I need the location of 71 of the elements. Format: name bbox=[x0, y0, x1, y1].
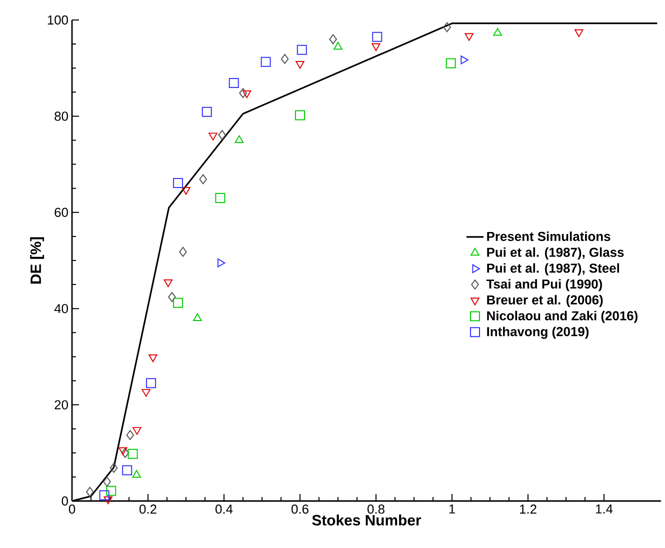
point bbox=[118, 447, 128, 456]
point bbox=[104, 496, 112, 504]
point bbox=[228, 78, 239, 88]
point bbox=[164, 279, 173, 288]
point bbox=[126, 430, 134, 440]
point bbox=[86, 486, 94, 497]
y-tick-label: 0 bbox=[62, 496, 68, 506]
point bbox=[493, 28, 502, 36]
point bbox=[173, 178, 184, 188]
y-tick-label: 60 bbox=[54, 208, 68, 217]
point bbox=[128, 448, 138, 459]
point bbox=[202, 106, 212, 117]
point bbox=[182, 187, 190, 195]
x-tick-label: 0 bbox=[68, 504, 76, 514]
point bbox=[218, 130, 226, 140]
point bbox=[296, 44, 307, 55]
legend-label: Pui et al. (1987), Glass bbox=[487, 247, 624, 260]
point bbox=[296, 61, 304, 69]
point bbox=[146, 378, 156, 388]
point bbox=[106, 486, 116, 496]
point bbox=[193, 313, 202, 321]
x-tick-label: 1.2 bbox=[520, 504, 536, 514]
point bbox=[217, 258, 226, 268]
point bbox=[199, 174, 207, 184]
x-axis-title: Stokes Number bbox=[312, 514, 422, 526]
point bbox=[372, 43, 380, 51]
point bbox=[372, 32, 382, 42]
x-tick-label: 0.8 bbox=[368, 504, 384, 514]
point bbox=[329, 34, 337, 44]
point bbox=[179, 246, 187, 257]
x-tick-label: 0.4 bbox=[216, 504, 233, 514]
point bbox=[103, 476, 111, 487]
y-tick-label: 20 bbox=[54, 400, 68, 410]
x-tick-label: 0.2 bbox=[140, 504, 156, 514]
point bbox=[142, 389, 150, 397]
point bbox=[168, 292, 176, 302]
y-tick-label: 100 bbox=[48, 15, 68, 25]
point bbox=[148, 354, 158, 362]
point bbox=[208, 132, 218, 140]
point bbox=[239, 88, 247, 98]
point bbox=[132, 470, 141, 478]
point bbox=[99, 490, 110, 500]
point bbox=[173, 298, 184, 308]
point bbox=[132, 427, 142, 435]
y-tick-label: 80 bbox=[54, 112, 68, 121]
point bbox=[574, 29, 584, 38]
point bbox=[334, 42, 342, 50]
legend-label: Inthavong (2019) bbox=[487, 326, 589, 339]
y-axis-title: DE [%] bbox=[30, 237, 44, 284]
point bbox=[122, 465, 132, 476]
y-tick-label: 40 bbox=[54, 304, 68, 314]
point bbox=[280, 54, 289, 64]
point bbox=[260, 56, 271, 67]
legend-label: Pui et al. (1987), Steel bbox=[487, 263, 620, 276]
x-tick-label: 1.4 bbox=[596, 504, 613, 514]
x-tick-label: 1 bbox=[449, 504, 455, 514]
point bbox=[443, 22, 451, 32]
legend-label: Tsai and Pui (1990) bbox=[486, 279, 602, 292]
point bbox=[295, 110, 305, 120]
legend-label: Nicolaou and Zaki (2016) bbox=[487, 310, 638, 323]
point bbox=[215, 192, 226, 203]
point bbox=[110, 462, 118, 473]
x-tick-label: 0.6 bbox=[292, 504, 308, 514]
legend-label: Breuer et al. (2006) bbox=[487, 294, 603, 308]
legend-label: Present Simulations bbox=[487, 232, 610, 242]
point bbox=[121, 448, 130, 458]
point bbox=[242, 90, 252, 98]
point bbox=[446, 58, 456, 68]
point bbox=[464, 33, 474, 41]
point bbox=[234, 135, 244, 143]
point bbox=[460, 56, 468, 64]
